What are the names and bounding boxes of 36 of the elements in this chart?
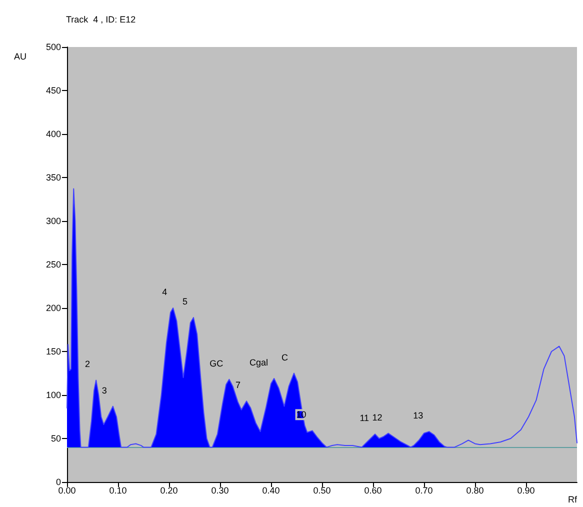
x-axis-title: Rf [568,494,578,504]
annotation: 13 [413,410,424,421]
annotation: 12 [372,412,382,422]
annotation: 7 [236,380,241,390]
x-tick-label: 0.50 [313,486,331,496]
y-tick-label: 350 [46,172,61,182]
x-tick-label: 0.20 [160,486,178,496]
y-tick-label: 400 [46,129,61,139]
y-tick-label: 100 [46,390,61,400]
annotation: 4 [162,287,168,297]
annotation: 11 [360,413,370,424]
x-tick-label: 0.30 [211,486,229,496]
annotation: 5 [182,296,188,307]
y-tick-label: 250 [46,260,61,270]
annotation: GC [210,358,224,368]
y-tick-label: 450 [46,86,61,96]
x-tick-label: 0.10 [109,486,127,496]
y-tick-label: 500 [46,42,61,52]
y-tick-label: 300 [46,216,61,226]
annotation: 2 [85,359,90,370]
x-tick-label: 0.90 [517,486,535,496]
x-tick-label: 0.70 [415,486,433,496]
y-tick-label: 150 [46,346,61,356]
y-axis-title: AU [14,52,27,62]
chart-title: Track 4 , ID: E12 [66,14,136,24]
y-tick-label: 0 [56,477,61,487]
x-tick-label: 0.80 [466,486,484,496]
x-tick-label: 0.60 [364,486,382,496]
line-series [66,188,578,448]
y-tick-label: 50 [50,434,61,444]
y-tick-label: 200 [46,303,61,313]
x-tick-label: 0.00 [58,486,76,496]
x-tick-label: 0.40 [262,486,280,496]
annotation: C [281,352,288,362]
annotation: 3 [102,385,107,396]
annotation: Cgal [250,357,268,368]
